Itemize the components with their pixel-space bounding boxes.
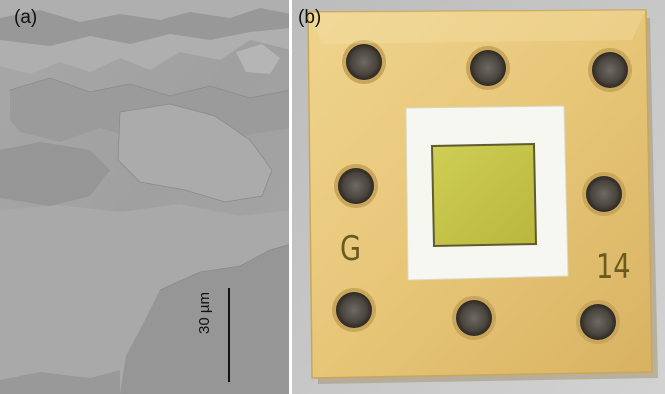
dark-flake bbox=[120, 244, 291, 394]
hole-icon bbox=[336, 292, 372, 328]
carrier-marking-left: G bbox=[340, 229, 362, 269]
panel-label-b: (b) bbox=[298, 7, 322, 28]
micrograph-image bbox=[0, 0, 291, 394]
dark-flake bbox=[0, 8, 291, 46]
hole-icon bbox=[592, 52, 628, 88]
light-flake bbox=[118, 104, 272, 202]
panel-b: (b) G 14 bbox=[292, 0, 665, 394]
panel-label-a: (a) bbox=[14, 7, 38, 28]
sample-chip-photo bbox=[292, 0, 665, 394]
hole-icon bbox=[338, 168, 374, 204]
panel-a: (a) 30 µm bbox=[0, 0, 291, 394]
dark-flake bbox=[0, 370, 120, 394]
hole-icon bbox=[580, 304, 616, 340]
dark-flake bbox=[0, 142, 110, 206]
flake-edges bbox=[9, 77, 291, 291]
scale-bar-label: 30 µm bbox=[196, 292, 213, 334]
mounting-holes bbox=[332, 40, 632, 344]
hole-icon bbox=[586, 176, 622, 212]
light-flake bbox=[236, 44, 280, 74]
panel-divider bbox=[289, 0, 291, 394]
hole-icon bbox=[470, 50, 506, 86]
hole-icon bbox=[456, 300, 492, 336]
hole-icon bbox=[346, 44, 382, 80]
carrier-highlight bbox=[308, 10, 646, 44]
sample-chip bbox=[430, 142, 538, 248]
carrier-marking-right: 14 bbox=[596, 247, 631, 287]
